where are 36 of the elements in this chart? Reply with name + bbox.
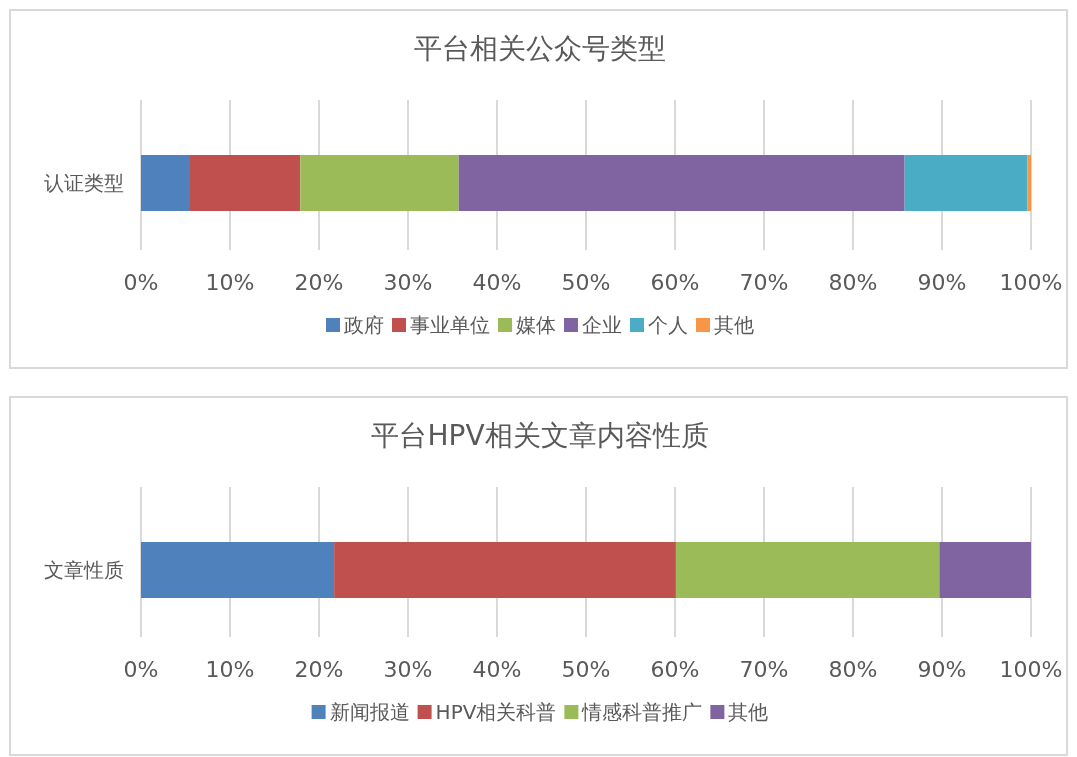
legend-label: 企业: [582, 313, 622, 337]
x-tick-label: 90%: [917, 270, 967, 295]
x-tick-label: 100%: [999, 657, 1063, 682]
y-tick-label: 文章性质: [44, 558, 124, 582]
x-tick-label: 60%: [650, 657, 700, 682]
x-tick-label: 70%: [739, 270, 789, 295]
x-tick-label: 70%: [739, 657, 789, 682]
x-tick-label: 0%: [123, 270, 159, 295]
legend-label: HPV相关科普: [435, 700, 557, 724]
legend-label: 其他: [728, 700, 769, 724]
legend-label: 个人: [648, 313, 688, 337]
legend-label: 媒体: [516, 313, 556, 337]
x-tick-label: 100%: [999, 270, 1063, 295]
legend-label: 政府: [344, 313, 384, 337]
legend-label: 新闻报道: [329, 700, 410, 724]
x-tick-label: 90%: [917, 657, 967, 682]
x-tick-label: 20%: [294, 657, 344, 682]
legend-label: 事业单位: [410, 313, 490, 337]
x-tick-label: 40%: [472, 270, 522, 295]
x-tick-label: 50%: [561, 657, 611, 682]
x-tick-label: 50%: [561, 270, 611, 295]
x-tick-label: 10%: [205, 657, 255, 682]
x-tick-label: 30%: [383, 270, 433, 295]
x-tick-label: 40%: [472, 657, 522, 682]
title: 平台HPV相关文章内容性质: [371, 419, 709, 452]
legend-label: 其他: [714, 313, 754, 337]
x-tick-label: 20%: [294, 270, 344, 295]
x-tick-label: 60%: [650, 270, 700, 295]
x-tick-label: 10%: [205, 270, 255, 295]
legend-label: 情感科普推广: [581, 700, 703, 724]
x-tick-label: 0%: [123, 657, 159, 682]
x-tick-label: 80%: [828, 657, 878, 682]
title: 平台相关公众号类型: [414, 32, 666, 65]
x-tick-label: 30%: [383, 657, 433, 682]
x-tick-label: 80%: [828, 270, 878, 295]
y-tick-label: 认证类型: [44, 171, 124, 195]
